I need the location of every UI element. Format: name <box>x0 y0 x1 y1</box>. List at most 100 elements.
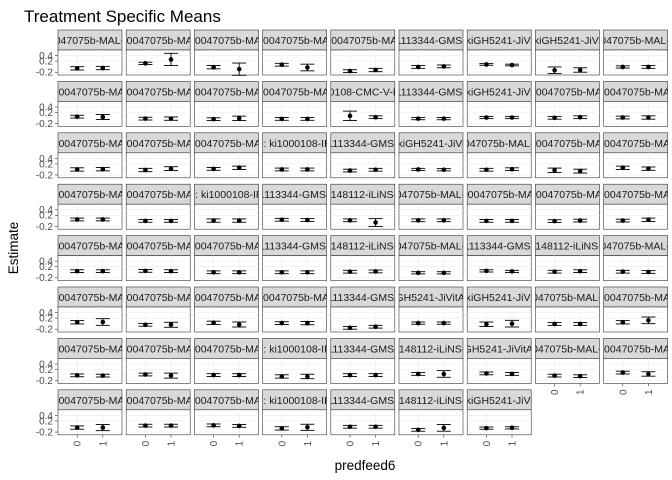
data-point <box>441 270 447 276</box>
facet-label: yid: ki0047075b-MAL-ED <box>509 138 626 150</box>
facet-plot-area <box>603 49 668 76</box>
facet-panel: yid: ki0047075b-MAL-ED <box>441 183 558 230</box>
data-point <box>279 374 285 379</box>
x-tick-label: 0 <box>618 389 629 395</box>
facet-panel: yid: ki0047075b-MAL-ED 0.40.2-0.2 <box>36 286 123 336</box>
data-point <box>236 218 242 223</box>
facet-plot-area <box>57 101 123 127</box>
data-point <box>552 321 557 327</box>
facet-plot-area <box>57 409 123 436</box>
facet-plot-area <box>194 409 259 436</box>
facet-panel: yid: ki1113344-GMS-Nepal 0 1 <box>330 389 396 446</box>
facet-plot-area <box>125 203 191 230</box>
facet-plot-area <box>535 203 600 230</box>
y-tick-label: 0.2 <box>39 211 53 222</box>
facet-panel: yid: ki0047075b-MAL-ED <box>194 81 259 127</box>
data-point <box>168 322 174 328</box>
data-point <box>100 217 106 222</box>
facet-label: yid: ki0047075b-MAL-ED <box>32 395 149 407</box>
data-point <box>646 217 651 223</box>
data-point <box>74 217 80 222</box>
facet-panel: yid: ki0047075b-MAL-ED 0.40.2-0.2 <box>36 132 123 181</box>
facet-label: yid: ki0047075b-MAL-ED <box>32 189 149 201</box>
data-point <box>509 371 515 377</box>
data-point <box>279 167 285 172</box>
facet-label: yid: ki0047075b-MAL-ED <box>577 292 672 304</box>
data-point <box>441 116 447 121</box>
facet-panel: yid: ki0047075b-MAL-ED <box>330 29 396 76</box>
facet-label: yid: ki0047075b-MAL-ED <box>509 86 626 98</box>
facet-plot-area <box>57 255 123 281</box>
y-tick-label: -0.2 <box>36 376 54 387</box>
data-point <box>305 116 310 122</box>
facet-plot-area <box>466 203 532 230</box>
facet-plot-area <box>125 409 191 436</box>
facet-label: yid: kiGH5241-JiVitA-3 <box>446 292 552 304</box>
facet-label: yid: ki1148112-iLiNS-DOSE <box>367 395 495 407</box>
y-tick-label: 0.4 <box>39 51 53 62</box>
data-point <box>305 425 310 430</box>
facet-label: yid: ki1113344-GMS-Nepal <box>301 292 426 304</box>
data-point <box>509 115 515 120</box>
data-point <box>100 65 106 71</box>
facet-plot-area <box>603 152 668 179</box>
facet-label: yid: ki1000108-IRC <box>250 138 340 150</box>
facet-plot-area <box>330 152 396 179</box>
facet-plot-area <box>125 358 191 384</box>
facet-plot-area <box>262 306 327 333</box>
data-point <box>305 167 310 172</box>
facet-panel: yid: kiGH5241-JiVitA-3 0 1 <box>466 389 532 446</box>
data-point <box>168 423 174 428</box>
data-point <box>100 373 106 378</box>
facet-panel: yid: ki1000108-IRC <box>262 338 327 384</box>
facet-label: yid: ki0047075b-MAL-ED <box>441 189 558 201</box>
facet-plot-area <box>262 255 327 281</box>
facet-plot-area <box>535 49 600 76</box>
facet-panel: yid: ki1000108-IRC <box>250 132 340 179</box>
data-point <box>509 321 515 326</box>
facet-label: yid: ki0047075b-MAL-ED <box>168 343 285 355</box>
facet-panel: kiGH5241-JiVitA-3 <box>388 286 474 333</box>
data-point <box>646 64 651 70</box>
data-point <box>279 217 285 223</box>
facet-plot-area <box>330 255 396 281</box>
facet-plot-area <box>398 409 464 436</box>
facet-plot-area <box>125 101 191 127</box>
data-point <box>552 373 557 378</box>
x-tick-label: 1 <box>439 440 450 446</box>
data-point <box>236 165 242 171</box>
facet-panel: yid: ki0047075b-MAL-ED <box>125 81 191 127</box>
facet-panel: yid: ki0047075b-MAL-ED <box>194 286 259 333</box>
data-point <box>552 115 557 121</box>
facet-panel: yid: ki0047075b-MAL-ED <box>194 235 259 281</box>
data-point <box>373 269 378 274</box>
x-tick-label: 1 <box>235 440 246 446</box>
facet-panel: yid: ki0047075b-MAL-ED <box>262 286 327 333</box>
facet-label: yid: ki0047075b-MAL-ED <box>509 189 626 201</box>
facet-panel: kiGH5241-JiVitA-3 <box>466 338 532 384</box>
facet-label: yid: ki0047075b-MAL-ED <box>577 189 672 201</box>
data-point <box>236 66 242 72</box>
x-tick-label: 0 <box>482 440 493 446</box>
facet-plot-area <box>262 358 327 384</box>
facet-plot-area <box>262 409 327 436</box>
facet-panel: ki0047075b-MAL-ED <box>466 132 532 179</box>
data-point <box>347 68 353 74</box>
facet-label: kiGH5241-JiVitA-3 <box>388 292 474 304</box>
facet-panel: yid: ki0047075b-MAL-ED <box>194 29 259 76</box>
data-point <box>373 167 378 173</box>
x-tick-label: 0 <box>73 440 84 446</box>
facet-panel: yid: ki0047075b-MAL-ED <box>603 132 668 179</box>
facet-panel: yid: kiGH5241-JiVitA-3 <box>398 132 464 179</box>
facet-label: yid: ki0047075b-MAL-ED <box>100 292 217 304</box>
data-point <box>347 424 353 430</box>
facet-label: yid: ki1148112-iLiNS-DOSE <box>299 241 427 253</box>
y-tick-label: 0.2 <box>39 365 53 376</box>
facet-panel: yid: ki0047075b-MAL-ED <box>125 183 191 230</box>
facet-panel: yid: kiGH5241-JiVitA-3 <box>446 286 552 333</box>
data-point <box>236 322 242 327</box>
data-point <box>168 218 174 224</box>
facet-plot-area <box>194 152 259 179</box>
facet-plot-area <box>194 358 259 384</box>
